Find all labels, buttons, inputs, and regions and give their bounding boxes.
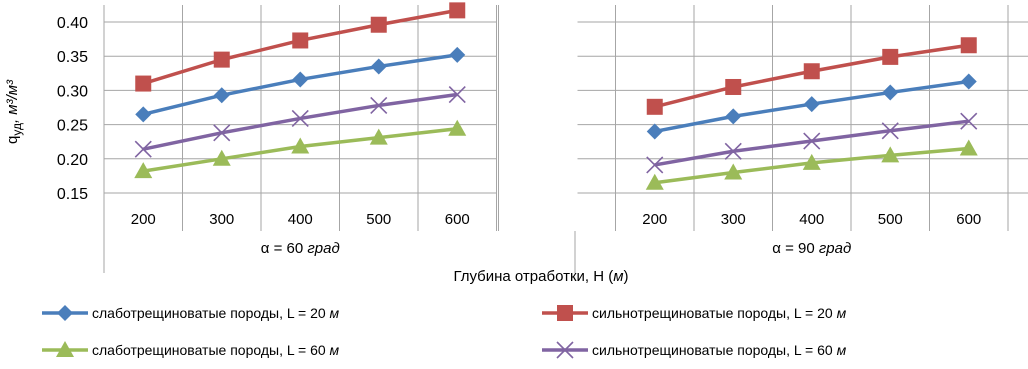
legend-marker xyxy=(57,305,73,321)
legend-marker xyxy=(56,341,74,357)
data-point-s3 xyxy=(291,137,310,154)
x-axis-label: Глубина отработки, Н (м) xyxy=(453,268,628,285)
data-point-s2 xyxy=(449,2,466,19)
legend-unit: м xyxy=(329,342,340,358)
legend-unit: м xyxy=(329,305,340,321)
legend-unit: м xyxy=(836,342,847,358)
data-point-s3 xyxy=(212,149,231,166)
data-point-s3 xyxy=(724,163,743,180)
y-tick-label: 0.35 xyxy=(57,49,88,66)
data-point-s4 xyxy=(370,96,388,115)
data-point-s1 xyxy=(370,58,387,75)
data-point-s2 xyxy=(213,51,230,68)
legend-item-s2: сильнотрещиноватые породы, L = 20 м xyxy=(540,301,846,325)
x-tick-label: 500 xyxy=(878,211,903,228)
x-tick-label: 400 xyxy=(799,211,824,228)
data-point-s2 xyxy=(803,63,820,80)
y-tick-label: 0.20 xyxy=(57,152,88,169)
data-point-s1 xyxy=(449,46,466,63)
legend-marker xyxy=(557,305,573,321)
data-point-s1 xyxy=(646,123,663,140)
legend-label: сильнотрещиноватые породы, L = 60 м xyxy=(592,342,847,358)
data-point-s2 xyxy=(292,32,309,49)
data-point-s2 xyxy=(882,48,899,65)
data-point-s4 xyxy=(803,132,821,150)
y-tick-label: 0.15 xyxy=(57,186,88,203)
data-point-s4 xyxy=(646,156,664,174)
legend-label: сильнотрещиноватые породы, L = 20 м xyxy=(592,305,847,321)
legend-swatch-s2 xyxy=(542,305,588,321)
legend-item-s4: сильнотрещиноватые породы, L = 60 м xyxy=(540,338,846,362)
data-point-s4 xyxy=(724,142,742,160)
x-tick-label: 300 xyxy=(209,211,234,228)
legend-swatch-s1 xyxy=(42,305,88,321)
data-point-s3 xyxy=(369,128,388,145)
data-point-s2 xyxy=(960,37,977,54)
data-point-s4 xyxy=(134,140,152,158)
data-point-s4 xyxy=(960,112,978,130)
y-axis-label: qуд, м³/м³ xyxy=(4,79,24,144)
data-point-s3 xyxy=(645,173,664,190)
data-point-s2 xyxy=(135,75,152,92)
data-point-s1 xyxy=(213,87,230,104)
data-point-s1 xyxy=(882,84,899,101)
legend-unit: м xyxy=(836,305,847,321)
x-tick-label: 400 xyxy=(288,211,313,228)
legend-item-s1: слаботрещиноватые породы, L = 20 м xyxy=(40,301,339,325)
group-label: α = 90 град xyxy=(772,240,851,257)
x-tick-label: 600 xyxy=(445,211,470,228)
legend-label: слаботрещиноватые породы, L = 20 м xyxy=(92,305,340,321)
legend-label: слаботрещиноватые породы, L = 60 м xyxy=(92,342,340,358)
group-label: α = 60 град xyxy=(261,240,340,257)
legend-swatch-s3 xyxy=(42,341,88,357)
legend-marker xyxy=(556,341,574,359)
data-point-s2 xyxy=(370,16,387,33)
data-point-s2 xyxy=(646,98,663,115)
data-point-s3 xyxy=(881,146,900,163)
data-point-s1 xyxy=(803,96,820,113)
data-point-s4 xyxy=(881,122,899,140)
data-point-s1 xyxy=(960,73,977,90)
data-point-s1 xyxy=(725,108,742,125)
y-tick-label: 0.30 xyxy=(57,83,88,100)
data-point-s4 xyxy=(213,124,231,142)
y-tick-label: 0.40 xyxy=(57,15,88,32)
data-point-s1 xyxy=(292,71,309,88)
x-tick-label: 500 xyxy=(366,211,391,228)
data-point-s3 xyxy=(959,139,978,156)
x-tick-label: 600 xyxy=(956,211,981,228)
data-point-s4 xyxy=(448,85,466,104)
legend-item-s3: слаботрещиноватые породы, L = 60 м xyxy=(40,338,339,362)
data-point-s3 xyxy=(448,119,467,136)
data-point-s2 xyxy=(725,78,742,95)
y-tick-label: 0.25 xyxy=(57,118,88,135)
x-tick-label: 300 xyxy=(721,211,746,228)
data-point-s3 xyxy=(134,162,153,179)
legend-swatch-s4 xyxy=(542,341,588,359)
x-tick-label: 200 xyxy=(642,211,667,228)
data-point-s3 xyxy=(802,153,821,170)
data-point-s1 xyxy=(135,106,152,123)
data-point-s4 xyxy=(291,109,309,128)
x-tick-label: 200 xyxy=(131,211,156,228)
